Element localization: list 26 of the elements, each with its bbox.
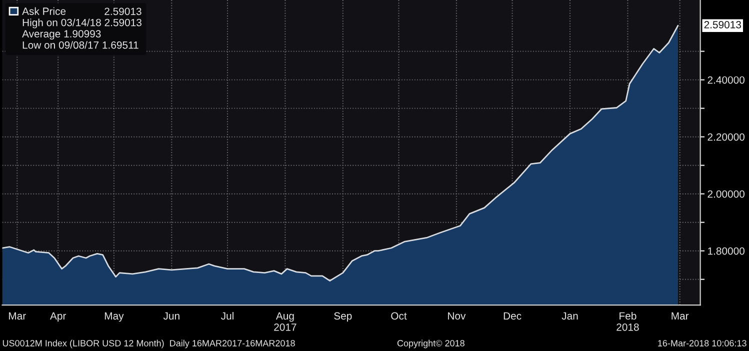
- x-tick-label: Mar: [672, 312, 689, 320]
- x-tick-label: Jul: [220, 312, 234, 320]
- x-tick-label: Mar: [9, 312, 26, 320]
- annotation: 2.59013: [104, 8, 142, 16]
- text: US0012M Index (LIBOR USD 12 Month) Daily 16MAR2017-16MAR2018: [2, 340, 295, 348]
- legend-label: Ask Price: [22, 7, 66, 15]
- annotation: Average 1.90993: [22, 30, 101, 40]
- x-tick-label: Dec: [504, 312, 522, 320]
- x-tick-label: Oct: [391, 312, 407, 320]
- text: Copyright© 2018: [397, 340, 464, 348]
- annotation: Low on 09/08/17 1.69511: [22, 41, 138, 49]
- text: 16-Mar-2018 10:06:13: [658, 340, 746, 346]
- x-tick-label: May: [104, 312, 124, 322]
- annotation: High on 03/14/18 2.59013: [22, 18, 142, 28]
- x-tick-label: Aug 2017: [274, 312, 296, 331]
- y-tick-label: 2.20000: [708, 133, 745, 141]
- y-tick-label: 2.40000: [708, 76, 745, 84]
- annotation: 2.59013: [704, 21, 741, 28]
- x-tick-label: Nov: [448, 312, 466, 320]
- y-tick-label: 2.00000: [708, 190, 745, 198]
- x-tick-label: Sep: [334, 312, 352, 322]
- x-tick-label: Feb 2018: [616, 312, 639, 331]
- x-tick-label: Jun: [163, 312, 180, 320]
- x-tick-label: Jan: [562, 312, 578, 320]
- y-tick-label: 1.80000: [708, 247, 745, 255]
- x-tick-label: Apr: [50, 312, 66, 322]
